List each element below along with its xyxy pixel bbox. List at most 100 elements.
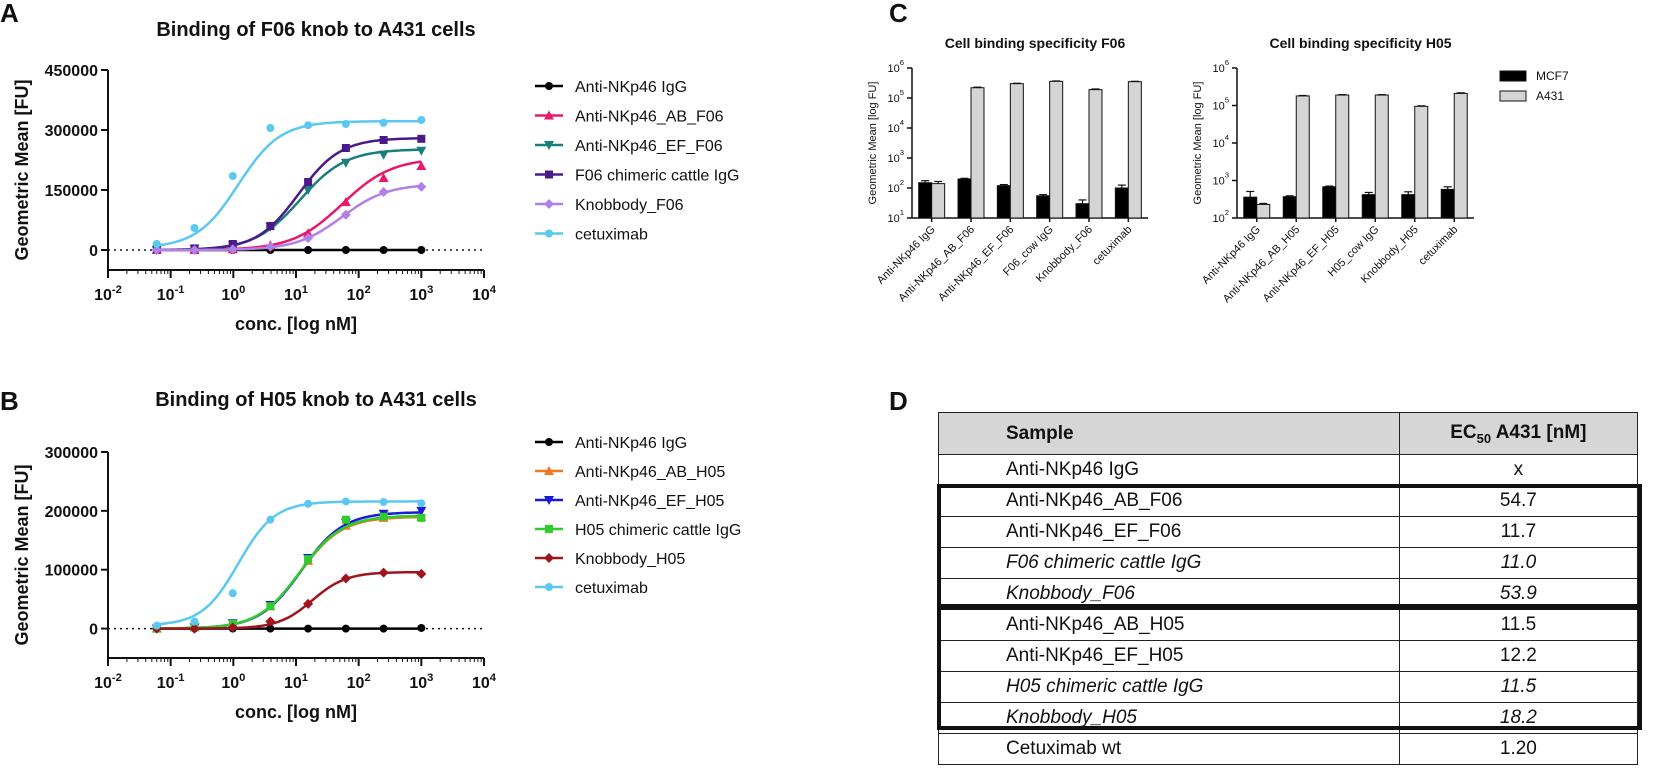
data-point — [341, 624, 350, 633]
x-tick-label-exponent: 1 — [302, 672, 308, 684]
data-point — [303, 233, 314, 243]
data-point — [228, 240, 237, 248]
legend-marker — [545, 170, 553, 179]
bar-mcf7 — [957, 178, 972, 219]
bar-mcf7 — [1361, 194, 1376, 219]
y-tick-label: 300000 — [45, 123, 98, 140]
data-point — [304, 246, 313, 254]
legend-label: Knobbody_H05 — [575, 551, 685, 568]
x-tick-label-base: 10 — [409, 675, 427, 692]
x-tick-label-exponent: 1 — [302, 284, 308, 296]
data-point — [378, 187, 389, 197]
data-point — [341, 246, 350, 254]
data-point — [417, 513, 426, 522]
y-tick-label-base: 10 — [887, 63, 899, 75]
y-tick-label: 103 — [1212, 171, 1229, 188]
row-sample: Anti-NKp46_AB_F06 — [938, 485, 1400, 517]
data-point — [417, 246, 426, 254]
data-point — [266, 124, 275, 132]
legend-swatch — [1499, 70, 1527, 82]
table-header-row: Sample EC50 A431 [nM] — [938, 412, 1639, 455]
panel-letter-a: A — [0, 0, 19, 28]
fit-curve-anti-nkp46-ef-f06 — [156, 148, 422, 252]
legend-label: Anti-NKp46 IgG — [575, 435, 687, 452]
x-tick-label: 103 — [409, 672, 433, 692]
y-tick-label-base: 10 — [1212, 176, 1224, 188]
row-sample: Anti-NKp46_AB_H05 — [938, 609, 1400, 641]
y-axis-label: Geometric Mean [log FU] — [1192, 82, 1204, 205]
x-tick-label-exponent: -2 — [112, 672, 122, 684]
bar-a431 — [1295, 95, 1310, 219]
x-tick-label-base: 10 — [409, 287, 427, 304]
row-value: 12.2 — [1398, 640, 1639, 672]
y-tick-label: 100000 — [45, 563, 98, 580]
table-row: Anti-NKp46_EF_F06 11.7 — [938, 516, 1639, 548]
row-value: 1.20 — [1398, 733, 1639, 765]
x-tick-label: 101 — [284, 672, 308, 692]
x-axis-label: conc. [log nM] — [235, 314, 357, 334]
bar-a431 — [1009, 83, 1024, 219]
data-point — [266, 222, 275, 230]
data-point — [151, 245, 162, 255]
data-point — [378, 567, 389, 578]
x-tick-label: 103 — [409, 284, 433, 304]
x-tick-label: 100 — [221, 672, 245, 692]
legend-marker — [545, 583, 553, 591]
x-axis-label: conc. [log nM] — [235, 702, 357, 722]
x-tick-label-exponent: 0 — [239, 284, 245, 296]
bar-a431 — [1453, 92, 1468, 219]
y-tick-label: 103 — [887, 148, 904, 165]
table-row: Anti-NKp46 IgG x — [938, 454, 1639, 486]
y-tick-label-exponent: 3 — [1225, 171, 1229, 180]
row-sample: Anti-NKp46 IgG — [938, 454, 1400, 486]
chart-c-specificity-h05: Cell binding specificity H05102103104105… — [1192, 35, 1569, 305]
data-point — [341, 144, 350, 152]
fit-curve-knobbody-f06 — [156, 184, 422, 252]
row-value: 11.0 — [1398, 547, 1639, 579]
table-row: Anti-NKp46_AB_H05 11.5 — [938, 609, 1639, 641]
y-tick-label-base: 10 — [1212, 101, 1224, 113]
data-point — [189, 623, 200, 634]
y-tick-label: 102 — [1212, 208, 1229, 225]
y-tick-label-base: 10 — [887, 183, 899, 195]
row-value: 11.7 — [1398, 516, 1639, 548]
x-tick-label-base: 10 — [284, 675, 302, 692]
data-point — [341, 120, 350, 128]
y-tick-label: 106 — [887, 58, 904, 75]
y-tick-label-exponent: 5 — [1225, 96, 1229, 105]
y-tick-label: 106 — [1212, 58, 1229, 75]
x-tick-label-base: 10 — [157, 675, 175, 692]
data-point — [379, 118, 388, 127]
chart-title: Binding of F06 knob to A431 cells — [156, 19, 475, 41]
chart-a-binding-f06: Binding of F06 knob to A431 cells 0 150000… — [12, 19, 740, 334]
data-point — [266, 602, 275, 611]
chart-title: Cell binding specificity H05 — [1269, 35, 1451, 51]
data-point — [379, 624, 388, 633]
legend-label: cetuximab — [575, 227, 648, 244]
table-row: Anti-NKp46_EF_H05 12.2 — [938, 640, 1639, 672]
data-point — [304, 624, 313, 633]
y-tick-label-base: 10 — [1212, 63, 1224, 75]
legend-label: H05 chimeric cattle IgG — [575, 522, 741, 539]
data-point — [416, 181, 427, 192]
bar-mcf7 — [1282, 196, 1297, 219]
bar-a431 — [970, 87, 985, 219]
x-tick-label-exponent: 4 — [490, 284, 497, 296]
bar-mcf7 — [1075, 203, 1090, 219]
y-tick-label-exponent: 2 — [1225, 208, 1229, 217]
row-sample: F06 chimeric cattle IgG — [938, 547, 1400, 579]
legend-label: Anti-NKp46_EF_F06 — [575, 138, 723, 155]
fit-curve-cetuximab — [156, 500, 422, 626]
row-sample: Knobbody_H05 — [938, 702, 1400, 734]
x-tick-label-base: 10 — [221, 675, 239, 692]
x-tick-label: Anti-NKp46_EF_H05 — [1261, 224, 1342, 305]
data-point — [303, 186, 314, 195]
x-tick-label-base: 10 — [472, 675, 490, 692]
data-point — [228, 589, 237, 598]
legend-label: cetuximab — [575, 580, 648, 597]
y-tick-label: 104 — [887, 118, 904, 135]
legend-label: Knobbody_F06 — [575, 197, 684, 214]
legend-marker — [544, 199, 554, 209]
x-tick-label-exponent: 3 — [427, 672, 433, 684]
legend-swatch — [1499, 90, 1527, 102]
